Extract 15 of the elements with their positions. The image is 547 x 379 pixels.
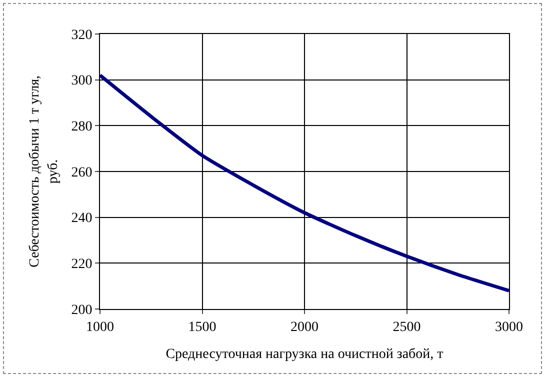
line-series	[100, 74, 509, 292]
y-tick-label: 320	[71, 28, 92, 43]
x-tick-label: 2500	[392, 320, 421, 335]
x-tick-label: 3000	[495, 320, 523, 335]
y-tick-label: 260	[71, 165, 92, 180]
y-tick-label: 280	[71, 120, 92, 135]
x-tick-label: 2000	[290, 320, 318, 335]
x-tick-label: 1500	[188, 320, 216, 335]
y-axis-title: Себестоимость добычи 1 т угля, руб.	[28, 75, 61, 268]
y-tick-label: 240	[71, 211, 92, 226]
x-tick-label: 1000	[86, 320, 114, 335]
y-tick-label: 220	[71, 257, 92, 272]
y-tick-label: 300	[71, 74, 92, 89]
x-axis-title: Среднесуточная нагрузка на очистной забой, т	[166, 347, 444, 362]
y-tick-label: 200	[71, 302, 92, 318]
